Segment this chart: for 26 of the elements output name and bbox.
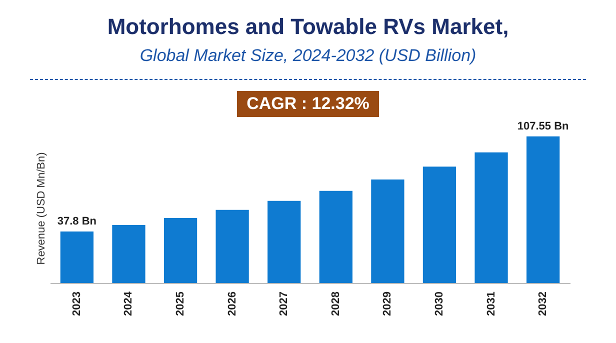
bar: [268, 200, 301, 283]
x-tick-label: 2031: [485, 292, 498, 316]
x-tick-label: 2028: [330, 292, 342, 316]
bar: [164, 218, 198, 283]
chart-subtitle: Global Market Size, 2024-2032 (USD Billion): [138, 46, 478, 66]
y-axis-title: Revenue (USD Mn/Bn): [36, 152, 48, 265]
bar: [371, 180, 404, 283]
x-tick-label: 2024: [122, 290, 135, 316]
bar: [526, 136, 560, 283]
chart-title: Motorhomes and Towable RVs Market,: [106, 14, 510, 40]
bar: [474, 152, 508, 283]
bar: [216, 210, 249, 283]
x-tick-label: 2023: [70, 292, 83, 316]
x-tick-label: 2026: [226, 292, 238, 316]
x-tick-label: 2030: [433, 292, 446, 316]
bar: [319, 190, 352, 283]
x-tick-label: 2029: [382, 292, 394, 316]
x-tick-label: 2032: [537, 292, 550, 316]
data-label: 37.8 Bn: [57, 215, 97, 228]
x-tick-label: 2025: [174, 292, 187, 316]
bar: [112, 225, 146, 283]
x-tick-label: 2027: [278, 292, 290, 316]
text: CAGR : 12.32%: [236, 91, 380, 117]
bar: [422, 166, 456, 283]
data-label: 107.55 Bn: [517, 120, 570, 132]
bar: [60, 231, 94, 283]
